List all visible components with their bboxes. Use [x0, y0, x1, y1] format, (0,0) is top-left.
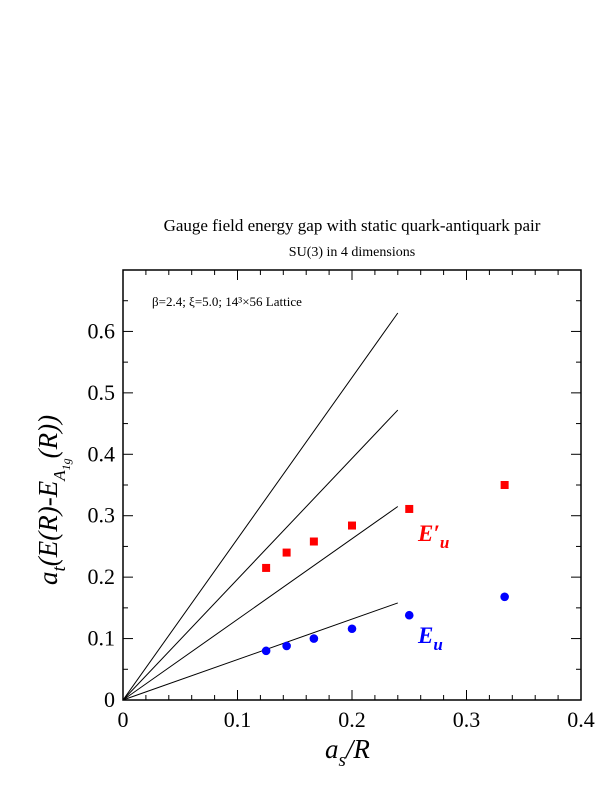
data-point-e-u-prime	[262, 563, 271, 572]
x-tick-label: 0.3	[453, 707, 481, 732]
data-points	[261, 481, 509, 656]
legend-e-u-prime: E′u	[417, 521, 449, 552]
x-axis-label: as/R	[325, 734, 370, 771]
data-point-e-u	[309, 634, 319, 643]
data-point-e-u-prime	[405, 504, 414, 513]
y-axis-label: at(E(R)-EA1g(R))	[33, 415, 73, 585]
y-tick-label: 0.3	[88, 503, 116, 528]
chart-title: Gauge field energy gap with static quark…	[164, 216, 541, 235]
data-point-e-u	[404, 610, 414, 620]
y-tick-label: 0.4	[88, 441, 116, 466]
y-tick-label: 0.2	[88, 564, 116, 589]
legend-e-u: Eu	[417, 623, 443, 654]
data-point-e-u-prime	[500, 481, 509, 489]
data-point-e-u-prime	[282, 548, 291, 557]
tick-labels: 0 0.1 0.2 0.3 0.4 0 0.1 0.2 0.3 0.4 0.5 0.6	[88, 318, 595, 732]
data-point-e-u	[282, 641, 291, 651]
svg-text:at(E(R)-EA1g(R)): at(E(R)-EA1g(R))	[33, 415, 73, 585]
reference-lines	[122, 312, 399, 701]
data-point-e-u	[500, 592, 509, 602]
x-tick-label: 0.4	[567, 707, 595, 732]
y-tick-label: 0.1	[88, 626, 116, 651]
data-point-e-u	[261, 646, 271, 656]
y-tick-label: 0.5	[88, 380, 116, 405]
x-tick-label: 0.1	[224, 707, 252, 732]
y-tick-label: 0	[104, 687, 115, 712]
plot-frame	[122, 269, 582, 701]
reference-line	[122, 602, 398, 701]
reference-line	[122, 312, 399, 701]
data-point-e-u	[347, 624, 357, 634]
lattice-annotation: β=2.4; ξ=5.0; 14³×56 Lattice	[152, 294, 302, 309]
reference-line	[122, 506, 399, 701]
chart-subtitle: SU(3) in 4 dimensions	[289, 245, 415, 260]
axis-ticks	[122, 270, 582, 701]
data-point-e-u-prime	[309, 537, 318, 546]
x-tick-label: 0.2	[338, 707, 366, 732]
y-tick-label: 0.6	[88, 318, 116, 343]
reference-line	[122, 409, 399, 701]
data-point-e-u-prime	[348, 521, 356, 530]
x-tick-label: 0	[118, 707, 129, 732]
